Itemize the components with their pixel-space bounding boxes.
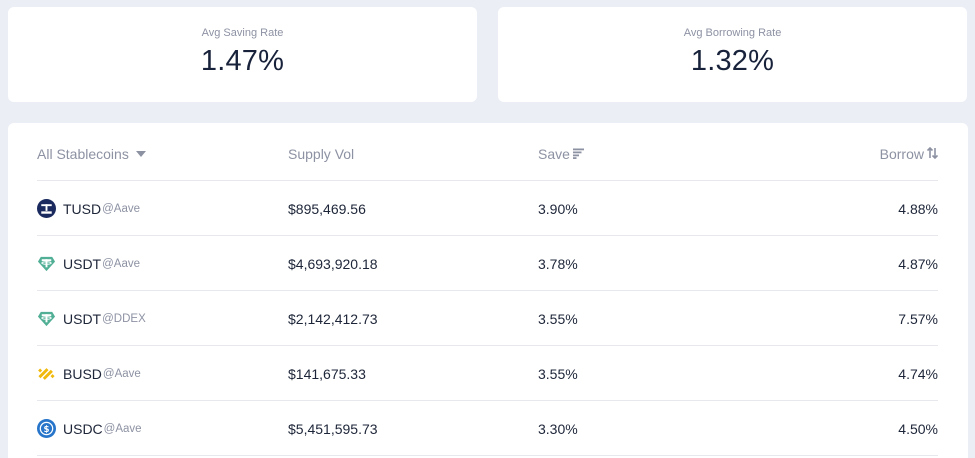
stablecoin-table: All Stablecoins Supply Vol Save Borrow — [8, 123, 968, 458]
borrow-rate-value: 7.57% — [898, 311, 938, 327]
coin-source: @DDEX — [102, 312, 146, 325]
supply-vol-value: $4,693,920.18 — [288, 256, 378, 272]
caret-down-icon — [135, 151, 146, 157]
table-row[interactable]: USDT @DDEX $2,142,412.73 3.55% 7.57% — [37, 291, 938, 346]
supply-vol-value: $141,675.33 — [288, 366, 366, 382]
coin-source: @Aave — [102, 367, 141, 380]
coin-name: BUSD — [63, 365, 102, 382]
stablecoin-filter-dropdown[interactable]: All Stablecoins — [37, 146, 146, 162]
avg-saving-rate-card: Avg Saving Rate 1.47% — [8, 7, 477, 102]
sort-arrows-icon — [926, 146, 939, 162]
table-header: All Stablecoins Supply Vol Save Borrow — [37, 123, 939, 181]
table-row[interactable]: $ USDC @Aave $5,451,595.73 3.30% 4.50% — [37, 401, 938, 456]
save-rate-value: 3.90% — [538, 201, 578, 217]
avg-saving-rate-value: 1.47% — [200, 45, 285, 77]
coin-name: TUSD — [63, 200, 102, 217]
usdt-icon — [37, 254, 56, 273]
coin-cell: $ USDC @Aave — [37, 419, 142, 438]
coin-cell: TUSD @Aave — [37, 199, 140, 218]
borrow-header-label: Borrow — [879, 146, 924, 162]
save-rate-value: 3.78% — [538, 256, 578, 272]
coin-name: USDT — [63, 310, 102, 327]
coin-source: @Aave — [102, 202, 141, 215]
coin-name: USDT — [63, 255, 102, 272]
usdc-icon: $ — [37, 419, 56, 438]
save-rate-value: 3.55% — [538, 366, 578, 382]
svg-text:$: $ — [44, 425, 50, 435]
save-sort-header[interactable]: Save — [538, 146, 585, 162]
borrow-rate-value: 4.50% — [898, 421, 938, 437]
avg-borrowing-rate-card: Avg Borrowing Rate 1.32% — [498, 7, 967, 102]
supply-vol-value: $895,469.56 — [288, 201, 366, 217]
sort-lines-icon — [572, 146, 585, 162]
avg-borrowing-rate-label: Avg Borrowing Rate — [683, 27, 782, 39]
table-row[interactable]: BUSD @Aave $141,675.33 3.55% 4.74% — [37, 346, 938, 401]
supply-vol-header: Supply Vol — [288, 146, 355, 162]
coin-source: @Aave — [102, 257, 141, 270]
supply-vol-value: $5,451,595.73 — [288, 421, 378, 437]
tusd-icon — [37, 199, 56, 218]
save-header-label: Save — [538, 146, 570, 162]
borrow-rate-value: 4.88% — [898, 201, 938, 217]
coin-cell: USDT @Aave — [37, 254, 140, 273]
borrow-rate-value: 4.87% — [898, 256, 938, 272]
coin-source: @Aave — [103, 422, 142, 435]
coin-name: USDC — [63, 420, 103, 437]
borrow-sort-header[interactable]: Borrow — [879, 146, 939, 162]
save-rate-value: 3.55% — [538, 311, 578, 327]
table-row[interactable]: TUSD @Aave $895,469.56 3.90% 4.88% — [37, 181, 938, 236]
supply-vol-value: $2,142,412.73 — [288, 311, 378, 327]
usdt-icon — [37, 309, 56, 328]
coin-cell: USDT @DDEX — [37, 309, 146, 328]
coin-cell: BUSD @Aave — [37, 364, 141, 383]
busd-icon — [37, 364, 56, 383]
table-body: TUSD @Aave $895,469.56 3.90% 4.88% USDT … — [37, 181, 938, 456]
table-row[interactable]: USDT @Aave $4,693,920.18 3.78% 4.87% — [37, 236, 938, 291]
avg-borrowing-rate-value: 1.32% — [690, 45, 775, 77]
stablecoin-filter-label: All Stablecoins — [37, 146, 129, 162]
save-rate-value: 3.30% — [538, 421, 578, 437]
borrow-rate-value: 4.74% — [898, 366, 938, 382]
avg-saving-rate-label: Avg Saving Rate — [201, 27, 284, 39]
